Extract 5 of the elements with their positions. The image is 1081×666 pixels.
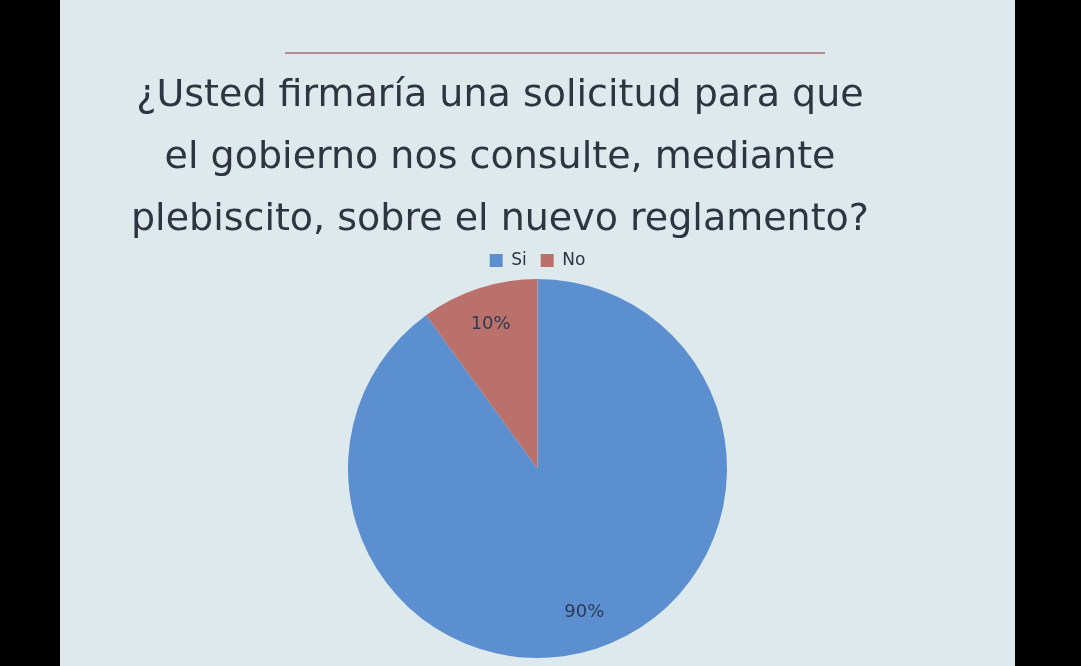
data-label: 10%	[470, 311, 511, 333]
data-label: 90%	[564, 600, 605, 622]
chart-title: ¿Usted firmaría una solicitud para que el gobierno nos consulte, mediante plebiscito, sobre el nuevo reglamento?	[130, 70, 870, 241]
legend-label: No	[562, 248, 586, 269]
legend-label: Si	[511, 248, 527, 269]
